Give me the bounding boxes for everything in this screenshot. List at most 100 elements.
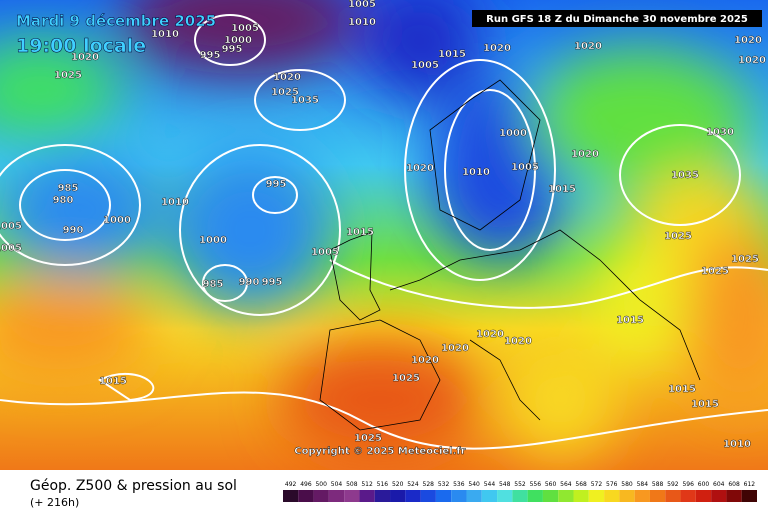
isobar-label: 1025 xyxy=(354,433,382,444)
scale-label: 548 xyxy=(499,481,511,488)
isobar-label: 1015 xyxy=(346,227,374,238)
scale-swatch xyxy=(481,490,498,502)
scale-swatch xyxy=(741,490,757,502)
isobar-label: 995 xyxy=(200,50,221,61)
scale-label: 508 xyxy=(346,481,358,488)
scale-swatch xyxy=(680,490,696,502)
scale-label: 540 xyxy=(468,481,480,488)
scale-label: 596 xyxy=(682,481,694,488)
isobar-label: 1020 xyxy=(406,163,434,174)
run-label: Run GFS 18 Z du Dimanche 30 novembre 202… xyxy=(486,14,748,25)
isobar-label: 1015 xyxy=(99,376,127,387)
coastlines xyxy=(319,79,701,431)
isobar-label: 1020 xyxy=(411,355,439,366)
isobar-label: 1025 xyxy=(271,87,299,98)
isobar-label: 1005 xyxy=(0,243,22,254)
isobar-label: 1025 xyxy=(731,254,759,265)
scale-label: 584 xyxy=(637,481,649,488)
scale-swatch xyxy=(283,490,299,502)
scale-label: 592 xyxy=(667,481,679,488)
footer-subtitle: (+ 216h) xyxy=(30,496,79,509)
scale-swatch xyxy=(466,490,482,502)
scale-swatch xyxy=(328,490,345,502)
isobar-label: 985 xyxy=(203,279,224,290)
isobar-label: 990 xyxy=(239,277,260,288)
scale-swatch xyxy=(711,490,727,502)
isobar-label: 1020 xyxy=(476,329,504,340)
isobar-label: 1000 xyxy=(103,215,131,226)
isobar-label: 1020 xyxy=(738,55,766,66)
scale-label: 544 xyxy=(484,481,496,488)
isobar-label: 1005 xyxy=(311,247,339,258)
copyright: Copyright © 2025 Meteociel.fr xyxy=(294,446,465,457)
isobar-label: 1005 xyxy=(511,162,539,173)
isobar-label: 1035 xyxy=(671,170,699,181)
isobar-label: 995 xyxy=(222,44,243,55)
scale-label: 576 xyxy=(606,481,618,488)
isobar-label: 1025 xyxy=(701,266,729,277)
isobar-label: 1010 xyxy=(462,167,490,178)
isobar-label: 1020 xyxy=(504,336,532,347)
isobar-label: 995 xyxy=(266,179,287,190)
scale-label: 500 xyxy=(315,481,327,488)
scale-label: 528 xyxy=(423,481,435,488)
scale-swatch xyxy=(649,490,666,502)
scale-swatch xyxy=(512,490,528,502)
scale-label: 564 xyxy=(560,481,572,488)
scale-label: 520 xyxy=(392,481,404,488)
isobar-label: 990 xyxy=(63,225,84,236)
isobar-label: 995 xyxy=(262,277,283,288)
scale-label: 560 xyxy=(545,481,557,488)
scale-swatch xyxy=(558,490,574,502)
scale-swatch xyxy=(573,490,589,502)
isobar-label: 1020 xyxy=(483,43,511,54)
scale-swatch xyxy=(588,490,605,502)
isobar-label: 1010 xyxy=(151,29,179,40)
isobar-label: 1005 xyxy=(411,60,439,71)
isobar-label: 1025 xyxy=(392,373,420,384)
isobar-label: 1020 xyxy=(734,35,762,46)
scale-label: 496 xyxy=(300,481,312,488)
scale-label: 580 xyxy=(621,481,633,488)
isobar-lines xyxy=(0,14,768,450)
isobar-label: 1015 xyxy=(616,315,644,326)
scale-label: 568 xyxy=(575,481,587,488)
scale-swatch xyxy=(695,490,712,502)
scale-label: 504 xyxy=(331,481,343,488)
isobar-label: 1015 xyxy=(438,49,466,60)
isobar-label: 1015 xyxy=(691,399,719,410)
scale-swatch xyxy=(542,490,559,502)
scale-label: 572 xyxy=(591,481,603,488)
scale-label: 552 xyxy=(514,481,526,488)
scale-label: 512 xyxy=(361,481,373,488)
isobar-label: 1010 xyxy=(348,17,376,28)
isobar-label: 1025 xyxy=(54,70,82,81)
isobar-label: 1020 xyxy=(71,52,99,63)
isobar-label: 1020 xyxy=(571,149,599,160)
isobar-label: 985 xyxy=(58,183,79,194)
scale-label: 588 xyxy=(652,481,664,488)
isobar-label: 1020 xyxy=(273,72,301,83)
scale-swatch xyxy=(374,490,391,502)
scale-label: 604 xyxy=(713,481,725,488)
scale-swatch xyxy=(298,490,314,502)
scale-swatch xyxy=(726,490,742,502)
scale-swatch xyxy=(390,490,406,502)
isobar-label: 980 xyxy=(53,195,74,206)
isobar-label: 1020 xyxy=(574,41,602,52)
isobar-label: 1005 xyxy=(0,221,22,232)
time-label: 19:00 locale xyxy=(16,35,146,57)
scale-label: 536 xyxy=(453,481,465,488)
isobar-label: 1000 xyxy=(224,35,252,46)
color-scale: 492 496 500 504 508 512 516 520 524 528 532 536 540 5… xyxy=(283,481,757,502)
isobar-label: 1035 xyxy=(291,95,319,106)
date-label: Mardi 9 décembre 2025 xyxy=(16,12,216,30)
scale-swatch xyxy=(435,490,452,502)
scale-swatch xyxy=(451,490,467,502)
isobar-label: 1010 xyxy=(161,197,189,208)
scale-swatch xyxy=(344,490,360,502)
isobar-label: 1000 xyxy=(199,235,227,246)
